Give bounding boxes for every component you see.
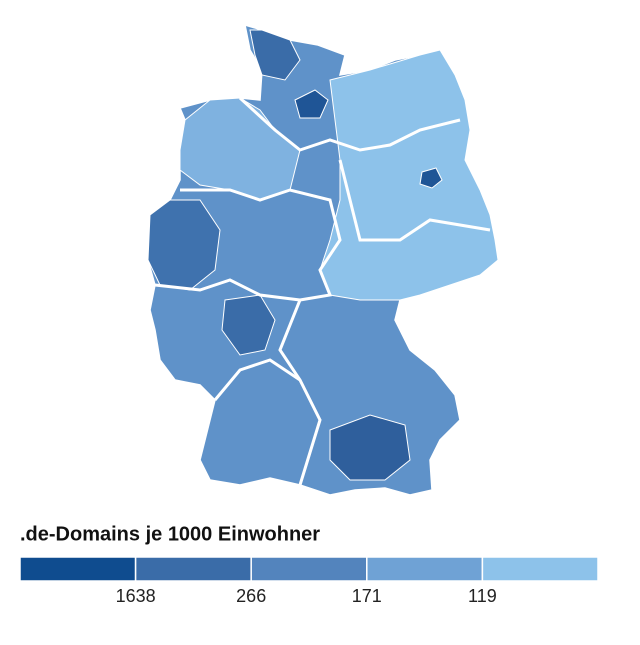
state-borders [238, 96, 461, 152]
region-berlin [419, 167, 443, 189]
legend-swatch [19, 556, 137, 582]
legend-title: .de-Domains je 1000 Einwohner [20, 523, 320, 545]
legend-swatch [134, 556, 252, 582]
legend-swatch [481, 556, 599, 582]
region-east [319, 49, 499, 301]
legend-break-label: 1638 [116, 586, 156, 606]
legend-swatch [366, 556, 484, 582]
state-borders [338, 159, 491, 242]
legend-swatch [250, 556, 368, 582]
state-borders [213, 358, 301, 401]
legend-break-label: 266 [236, 586, 266, 606]
legend-break-label: 171 [352, 586, 382, 606]
legend-break-label: 119 [468, 586, 497, 606]
germany-map [147, 23, 499, 496]
region-west [147, 199, 221, 291]
region-north-sea [249, 29, 301, 81]
legend: 1638 266 171 119 [19, 556, 599, 606]
state-borders [154, 278, 301, 302]
region-munich [329, 414, 411, 481]
region-hamburg [294, 89, 329, 119]
